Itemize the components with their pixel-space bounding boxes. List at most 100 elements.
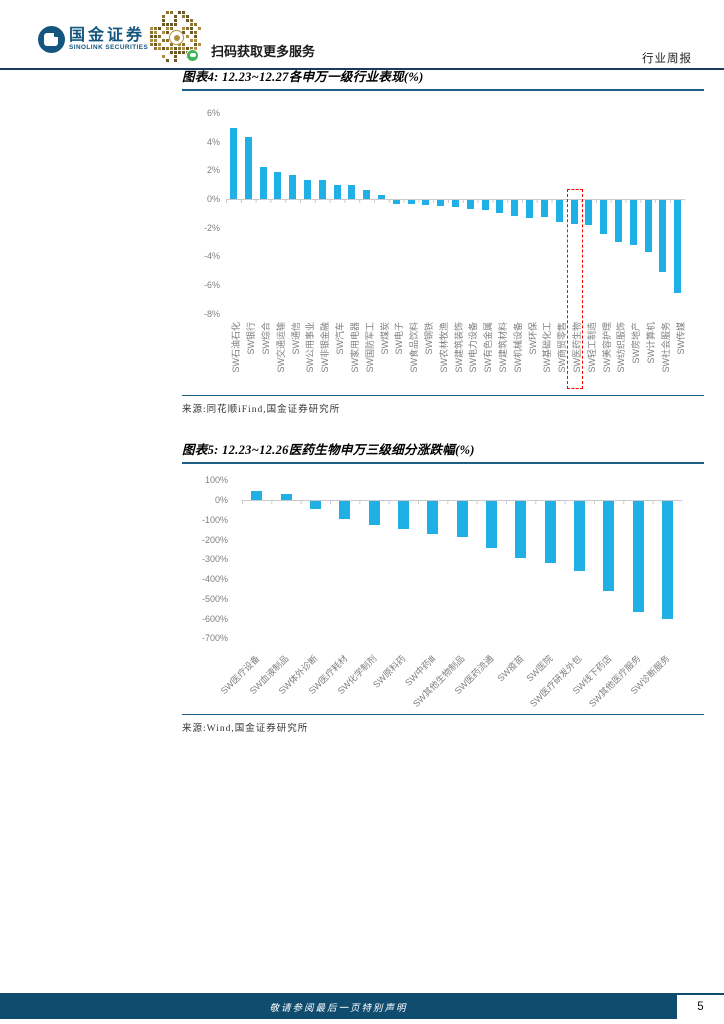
bar bbox=[481, 200, 489, 210]
figure5-bottom-rule bbox=[182, 714, 704, 715]
bar bbox=[600, 200, 608, 235]
bar bbox=[244, 136, 252, 199]
bar bbox=[452, 200, 459, 207]
y-axis-tick-label: -2% bbox=[203, 222, 220, 233]
bar bbox=[644, 200, 652, 252]
x-axis-label: SW电力设备 bbox=[468, 322, 479, 373]
bar bbox=[570, 200, 578, 225]
bar bbox=[496, 200, 504, 213]
figure4-chart: 6% 4% 2% 0% -2% -4% -6% -8% SW石油石化 SW银行 SW综合 SW交通运输… bbox=[182, 97, 704, 395]
footer-disclaimer-bar: 敬请参阅最后一页特别声明 bbox=[0, 995, 677, 1019]
page-body: 图表4: 12.23~12.27各申万一级行业表现(%) 6% 4% 2% 0% -2%… bbox=[182, 70, 704, 734]
x-axis-label: SW轻工制造 bbox=[586, 322, 597, 373]
bar bbox=[251, 491, 263, 500]
x-axis-label: SW汽车 bbox=[335, 322, 345, 355]
x-axis-label: SW基础化工 bbox=[542, 322, 553, 373]
sinolink-logo-icon bbox=[38, 26, 65, 53]
bar bbox=[674, 200, 682, 294]
bar bbox=[333, 184, 341, 199]
bar bbox=[603, 501, 615, 591]
figure5-title-rule bbox=[182, 462, 704, 464]
x-axis-label: SW纺织服饰 bbox=[616, 322, 627, 373]
figure5-chart: 100% 0% -100% -200% -300% -400% -500% -600% -700… bbox=[182, 470, 704, 714]
bar bbox=[437, 200, 445, 206]
x-axis-line bbox=[226, 199, 685, 200]
bar bbox=[585, 200, 593, 226]
x-axis-label: SW通信 bbox=[290, 322, 301, 355]
footer-top-line bbox=[0, 993, 724, 995]
qr-caption: 扫码获取更多服务 bbox=[211, 44, 316, 59]
y-axis-tick-label: -200% bbox=[201, 534, 228, 545]
figure-4: 图表4: 12.23~12.27各申万一级行业表现(%) 6% 4% 2% 0% -2%… bbox=[182, 70, 704, 415]
footer-disclaimer: 敬请参阅最后一页特别声明 bbox=[269, 1004, 408, 1014]
bar bbox=[318, 180, 326, 199]
x-axis-label: SW国防军工 bbox=[364, 322, 375, 373]
x-axis-label: SW疫苗 bbox=[495, 653, 526, 684]
x-axis-label: SW房地产 bbox=[631, 322, 642, 364]
bar bbox=[632, 501, 644, 612]
figure5-title: 图表5: 12.23~12.26医药生物申万三级细分涨跌幅(%) bbox=[182, 443, 475, 457]
bar bbox=[229, 128, 237, 199]
y-axis-tick-label: -8% bbox=[203, 308, 220, 319]
x-axis-label: SW有色金属 bbox=[483, 322, 494, 373]
bar bbox=[422, 200, 430, 205]
brand-text: 国金证券 SINOLINK SECURITIES bbox=[69, 27, 148, 52]
page-number: 5 bbox=[697, 1001, 704, 1013]
x-axis-label: SW农林牧渔 bbox=[438, 322, 449, 373]
brand-name-en: SINOLINK SECURITIES bbox=[69, 44, 149, 51]
x-axis-label: SW美容护理 bbox=[601, 322, 612, 373]
bar bbox=[280, 493, 292, 500]
bar bbox=[339, 501, 351, 520]
x-axis-label: SW交通运输 bbox=[275, 322, 286, 373]
bar bbox=[659, 200, 667, 272]
figure4-bottom-rule bbox=[182, 395, 704, 396]
bar bbox=[485, 501, 497, 548]
y-axis-tick-label: -4% bbox=[203, 251, 220, 262]
bar bbox=[303, 179, 311, 199]
figure4-title-rule bbox=[182, 89, 704, 91]
bar bbox=[397, 501, 409, 529]
x-axis-label: SW环保 bbox=[527, 322, 538, 355]
x-axis-label: SW家用电器 bbox=[349, 322, 360, 373]
bar bbox=[526, 200, 533, 218]
bar bbox=[289, 174, 297, 199]
bar bbox=[515, 501, 527, 558]
figure4-title: 图表4: 12.23~12.27各申万一级行业表现(%) bbox=[182, 70, 424, 84]
y-axis-tick-label: 100% bbox=[204, 475, 228, 486]
qr-code bbox=[150, 11, 202, 63]
x-axis-label: SW煤炭 bbox=[379, 322, 390, 355]
bar bbox=[407, 200, 415, 205]
x-axis-label: SW电子 bbox=[394, 322, 405, 355]
report-type-label: 行业周报 bbox=[642, 53, 692, 65]
bar bbox=[511, 200, 519, 216]
x-axis-line bbox=[242, 500, 682, 501]
y-axis-tick-label: -300% bbox=[201, 554, 228, 565]
x-axis-label: SW计算机 bbox=[646, 322, 656, 364]
highlight-dashed-box bbox=[567, 189, 583, 389]
bar bbox=[614, 200, 622, 242]
figure4-source: 来源:同花顺iFind,国金证券研究所 bbox=[182, 405, 341, 415]
x-axis-label: SW钢铁 bbox=[423, 322, 434, 355]
y-axis-tick-label: -100% bbox=[201, 514, 228, 525]
bar bbox=[629, 200, 637, 246]
y-axis-tick-label: -500% bbox=[201, 593, 228, 604]
plot-area bbox=[242, 470, 682, 645]
y-axis-tick-label: 0% bbox=[214, 495, 228, 505]
bar bbox=[363, 190, 371, 199]
bar bbox=[259, 167, 267, 199]
bar bbox=[540, 200, 548, 217]
y-axis-tick-label: -700% bbox=[201, 633, 228, 644]
bar bbox=[661, 501, 673, 619]
y-axis-tick-label: -400% bbox=[201, 574, 228, 585]
x-axis-label: SW石油石化 bbox=[231, 322, 242, 373]
figure5-source: 来源:Wind,国金证券研究所 bbox=[182, 724, 309, 734]
x-axis-label: SW传媒 bbox=[675, 322, 686, 355]
x-axis-label: SW建筑材料 bbox=[497, 322, 508, 373]
bar bbox=[573, 501, 585, 572]
x-axis-label: SW非银金融 bbox=[320, 322, 331, 373]
y-axis-tick-label: 6% bbox=[206, 107, 220, 118]
bar bbox=[378, 194, 385, 199]
x-axis-label: SW公用事业 bbox=[305, 322, 316, 373]
x-axis-label: SW综合 bbox=[261, 322, 271, 355]
